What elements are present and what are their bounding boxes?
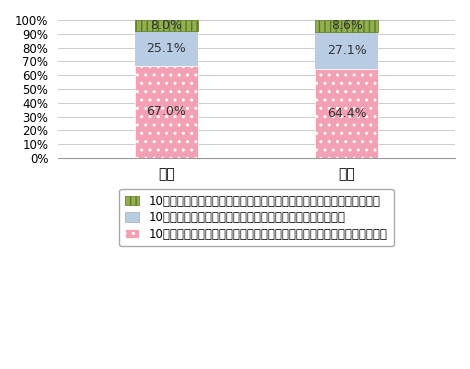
Text: 67.0%: 67.0%	[147, 105, 186, 118]
Text: 64.4%: 64.4%	[327, 107, 367, 120]
Bar	[135, 20, 198, 31]
Bar	[315, 20, 378, 32]
Bar	[315, 69, 378, 158]
Text: 8.6%: 8.6%	[331, 19, 363, 32]
Text: 8.0%: 8.0%	[150, 19, 182, 32]
Bar	[135, 31, 198, 66]
Bar	[315, 32, 378, 69]
Text: 25.1%: 25.1%	[147, 42, 186, 55]
Legend: 10年ほど前と比べて、件数（規模）は少なく（小さく）なったと感じる, 10年ほど前と比べて、件数（規模）は同程度であると感じる, 10年ほど前と比べて、件数（規: 10年ほど前と比べて、件数（規模）は少なく（小さく）なったと感じる, 10年ほど…	[119, 189, 394, 246]
Bar	[135, 66, 198, 158]
Text: 27.1%: 27.1%	[327, 44, 367, 57]
